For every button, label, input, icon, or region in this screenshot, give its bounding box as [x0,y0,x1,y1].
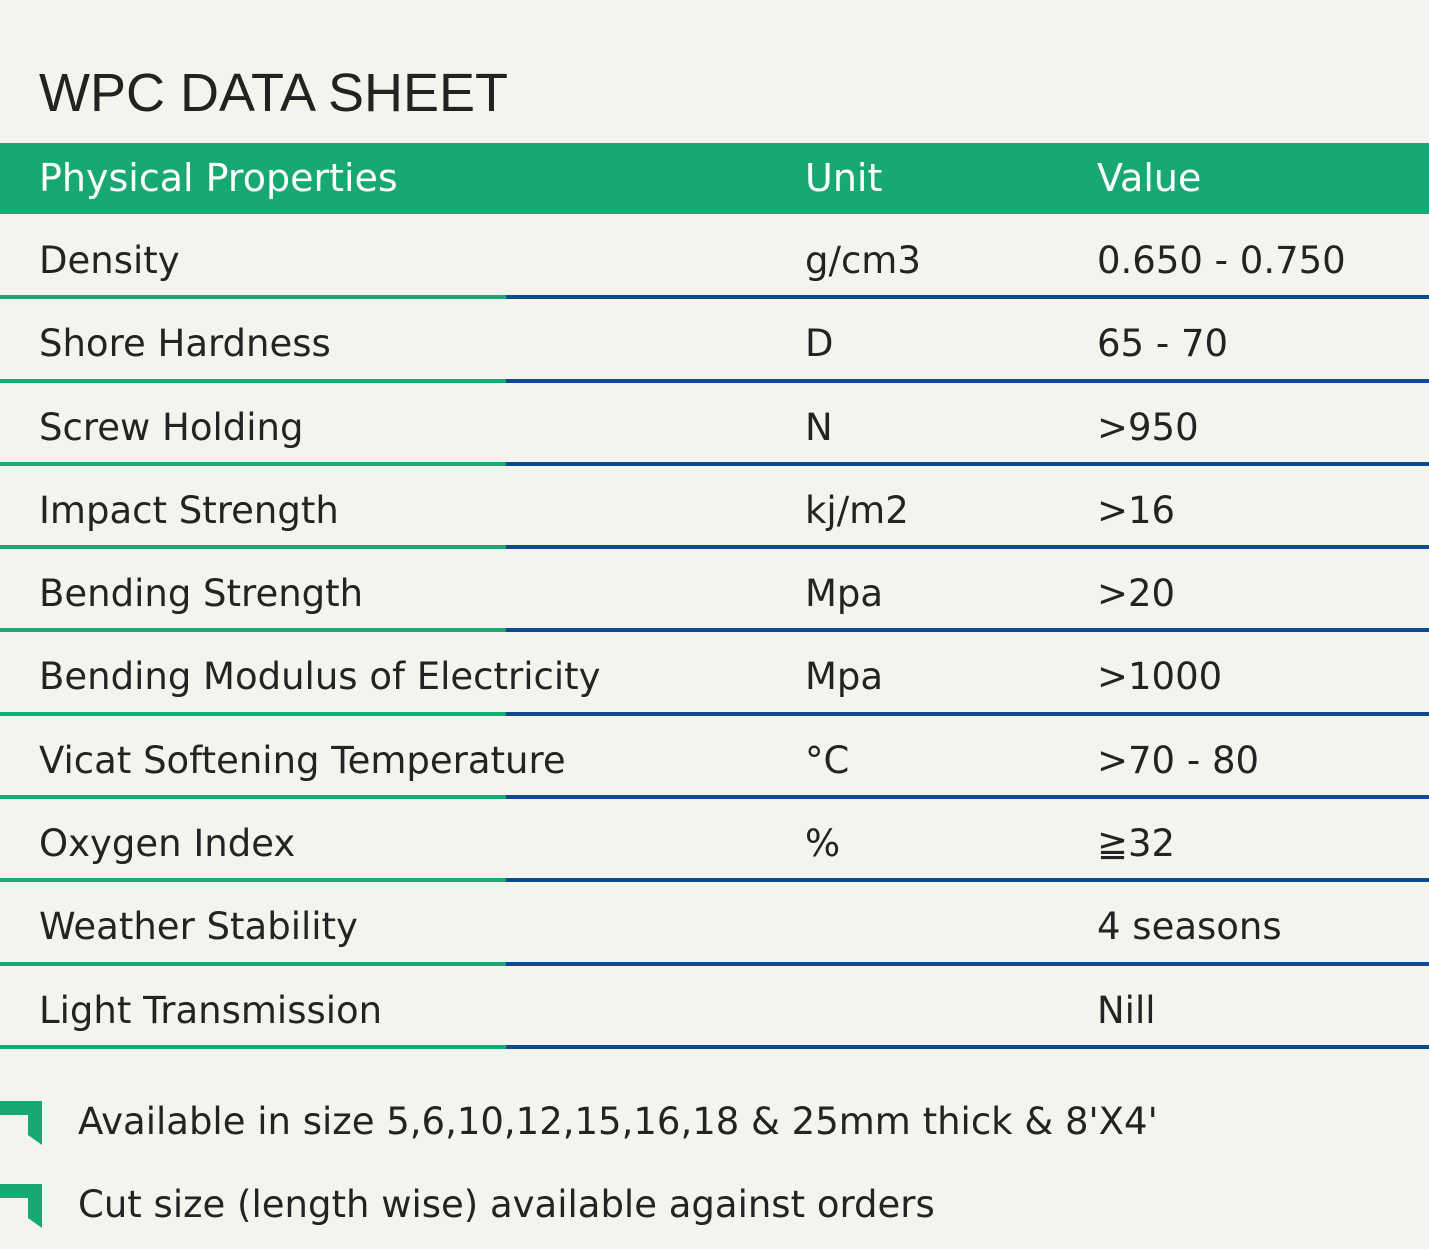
header-unit: Unit [805,156,883,200]
row-divider [0,295,1429,300]
data-sheet-table: Physical Properties Unit Value Density g/… [0,143,1429,1049]
property-cell: Vicat Softening Temperature [39,738,566,782]
unit-cell: kj/m2 [805,488,909,532]
value-cell: >20 [1097,572,1176,616]
unit-cell: N [805,405,833,449]
table-row: Vicat Softening Temperature °C >70 - 80 [0,714,1429,800]
row-divider [0,628,1429,633]
table-row: Screw Holding N >950 [0,381,1429,466]
corner-arrow-icon [0,1184,42,1228]
divider-green-segment [0,628,506,633]
property-cell: Oxygen Index [39,822,296,866]
divider-green-segment [0,461,506,466]
value-cell: ≧32 [1097,822,1176,866]
divider-green-segment [0,711,506,716]
property-cell: Light Transmission [39,988,383,1032]
value-cell: 4 seasons [1097,905,1282,949]
note-text: Available in size 5,6,10,12,15,16,18 & 2… [78,1100,1158,1143]
divider-blue-segment [506,378,1429,383]
divider-blue-segment [506,961,1429,966]
header-value: Value [1097,156,1202,200]
property-cell: Bending Modulus of Electricity [39,655,601,699]
value-cell: Nill [1097,988,1156,1032]
table-row: Impact Strength kj/m2 >16 [0,464,1429,550]
divider-blue-segment [506,628,1429,633]
table-row: Density g/cm3 0.650 - 0.750 [0,214,1429,300]
row-divider [0,878,1429,883]
table-row: Shore Hardness D 65 - 70 [0,297,1429,383]
notes-list: Available in size 5,6,10,12,15,16,18 & 2… [0,1083,1429,1249]
divider-green-segment [0,545,506,550]
row-divider [0,961,1429,966]
divider-green-segment [0,295,506,300]
note-item: Available in size 5,6,10,12,15,16,18 & 2… [0,1083,1429,1166]
divider-blue-segment [506,545,1429,550]
value-cell: 65 - 70 [1097,322,1229,366]
row-divider [0,545,1429,550]
unit-cell: % [805,822,841,866]
row-divider [0,795,1429,800]
divider-green-segment [0,878,506,883]
row-divider [0,711,1429,716]
value-cell: >1000 [1097,655,1223,699]
unit-cell: Mpa [805,572,884,616]
unit-cell: °C [805,738,850,782]
table-row: Oxygen Index% ≧32 [0,797,1429,883]
divider-blue-segment [506,795,1429,800]
property-cell: Bending Strength [39,572,364,616]
table-row: Bending Strength Mpa >20 [0,547,1429,633]
divider-blue-segment [506,711,1429,716]
divider-blue-segment [506,1044,1429,1049]
divider-blue-segment [506,295,1429,300]
value-cell: 0.650 - 0.750 [1097,239,1346,282]
divider-green-segment [0,378,506,383]
row-divider [0,461,1429,466]
divider-green-segment [0,1044,506,1049]
table-row: Bending Modulus of Electricity Mpa >1000 [0,630,1429,716]
note-text: Cut size (length wise) available against… [78,1183,935,1226]
table-row: Light Transmission Nill [0,964,1429,1049]
page-title: WPC DATA SHEET [39,63,509,123]
divider-green-segment [0,795,506,800]
header-physical-properties: Physical Properties [39,156,398,200]
divider-blue-segment [506,461,1429,466]
row-divider [0,378,1429,383]
table-row: Weather Stability 4 seasons [0,880,1429,966]
property-cell: Screw Holding [39,405,304,449]
note-item: Cut size (length wise) available against… [0,1166,1429,1249]
corner-arrow-icon [0,1101,42,1145]
value-cell: >950 [1097,405,1199,449]
value-cell: >70 - 80 [1097,738,1260,782]
property-cell: Shore Hardness [39,322,331,366]
divider-blue-segment [506,878,1429,883]
unit-cell: Mpa [805,655,884,699]
divider-green-segment [0,961,506,966]
property-cell: Weather Stability [39,905,358,949]
unit-cell: D [805,322,834,366]
table-header-row: Physical Properties Unit Value [0,143,1429,214]
row-divider [0,1044,1429,1049]
unit-cell: g/cm3 [805,239,921,282]
property-cell: Impact Strength [39,488,339,532]
value-cell: >16 [1097,488,1176,532]
table-body: Density g/cm3 0.650 - 0.750 Shore Hardness D… [0,214,1429,1049]
property-cell: Density [39,239,180,282]
